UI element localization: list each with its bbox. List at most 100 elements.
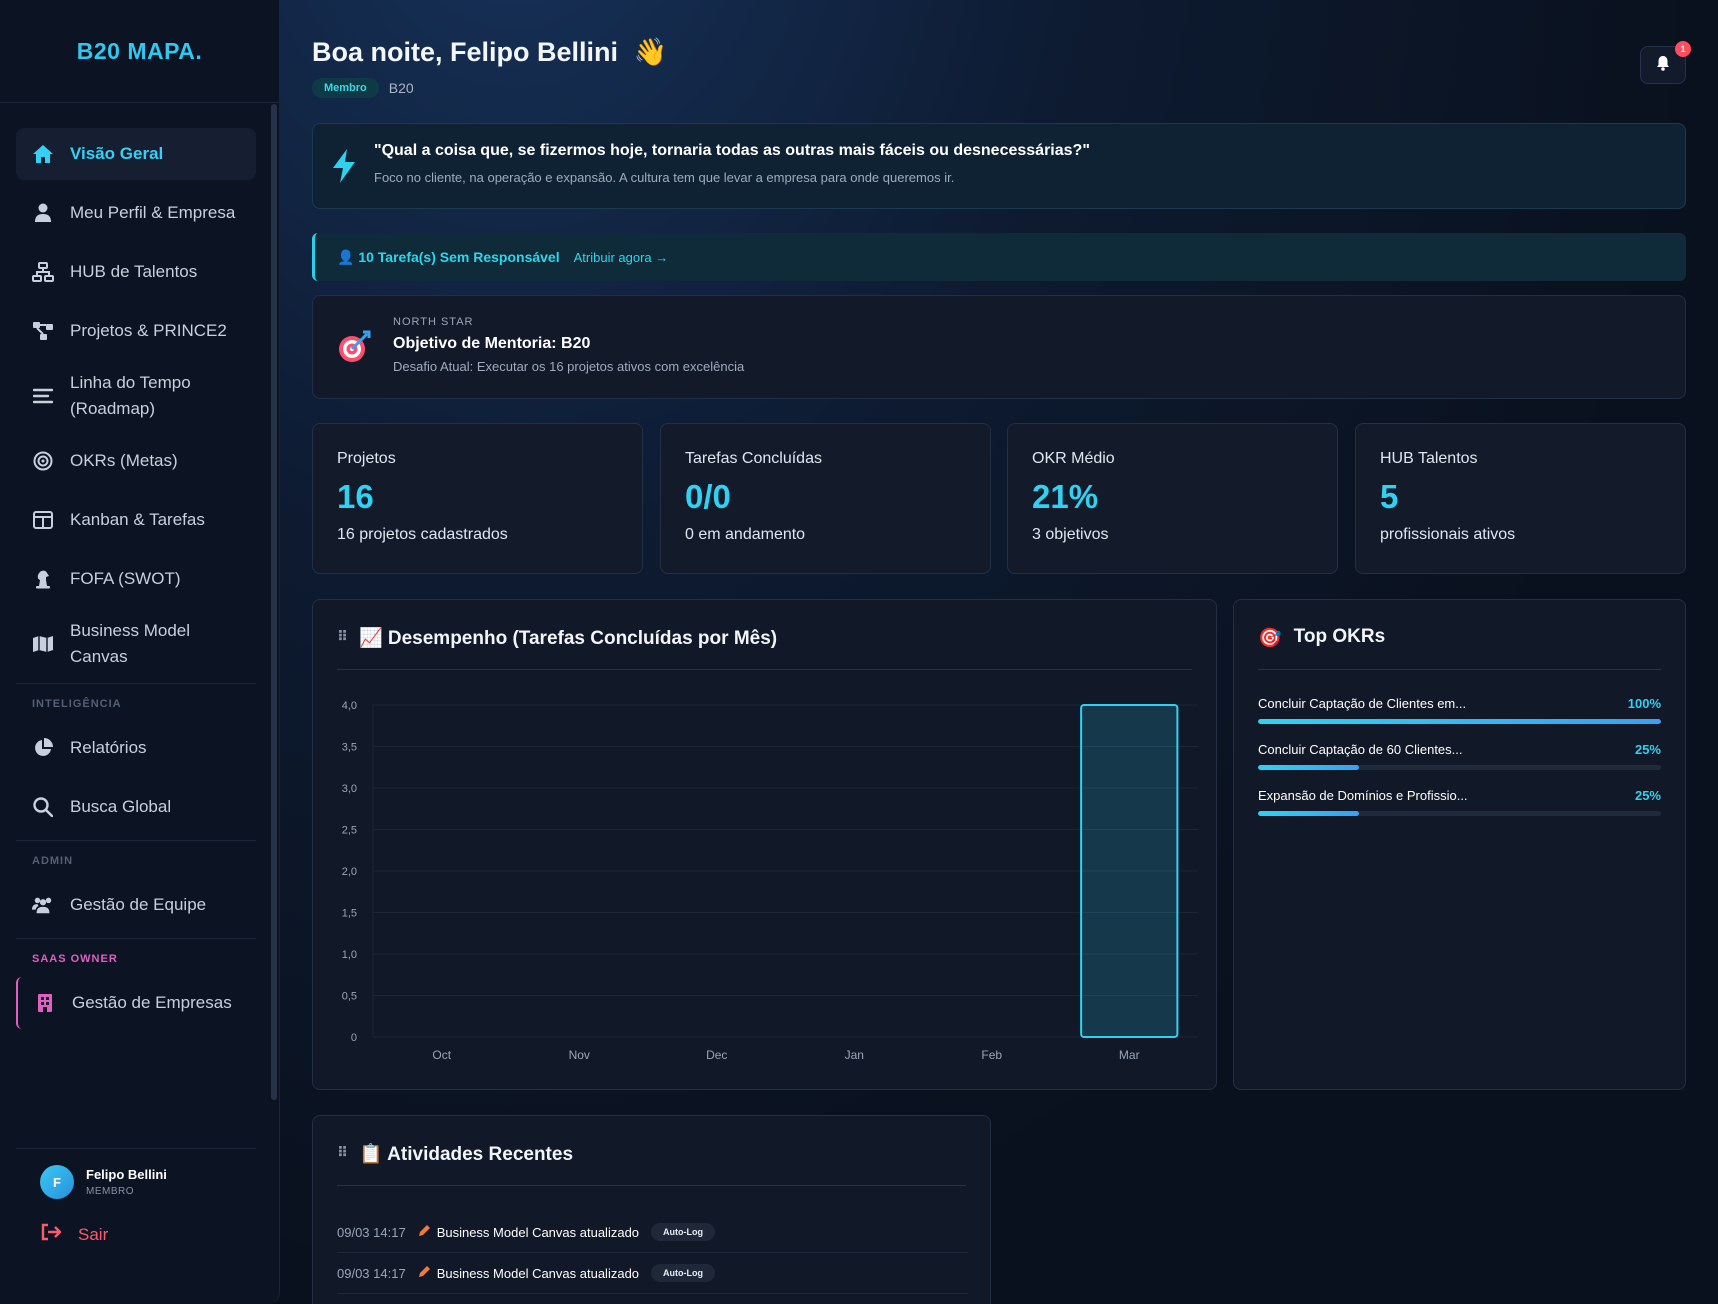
okr-label: Concluir Captação de Clientes em... [1258,696,1467,711]
card-header: 🎯 Top OKRs [1258,626,1661,670]
page-title: Boa noite, Felipo Bellini 👋 [312,36,667,68]
sidebar-item-label: Business Model Canvas [70,621,191,666]
activity-row[interactable]: 09/03 14:17 Business Model Canvas atualiz… [337,1253,968,1294]
sidebar-item-label: FOFA (SWOT) [70,569,181,588]
user-icon: 👤 [337,248,355,265]
activity-description: Business Model Canvas atualizado [436,1265,640,1281]
okr-item[interactable]: Expansão de Domínios e Profissio... 25% [1258,788,1661,816]
sidebar-item-projetos[interactable]: Projetos & PRINCE2 [16,305,256,357]
activity-description: Business Model Canvas atualizado [436,1224,640,1240]
drag-handle-icon[interactable]: ⠿ [337,628,348,644]
user-box: F Felipo Bellini MEMBRO Sair [16,1148,256,1246]
bell-icon [1656,55,1670,76]
sidebar-item-label: Linha do Tempo (Roadmap) [70,373,191,418]
building-icon [34,992,56,1014]
okr-item[interactable]: Concluir Captação de 60 Clientes... 25% [1258,742,1661,770]
sidebar-item-label: Visão Geral [70,144,164,163]
activity-tag: Auto-Log [651,1264,716,1282]
sidebar-scrollbar[interactable] [271,104,277,1100]
quote-card: "Qual a coisa que, se fizermos hoje, tor… [312,123,1686,209]
north-star-title: Objetivo de Mentoria: B20 [393,335,591,352]
sidebar-item-empresas[interactable]: Gestão de Empresas [16,977,256,1029]
activity-card-title: 📋 Atividades Recentes [358,1144,574,1165]
sidebar-item-okrs[interactable]: OKRs (Metas) [16,435,256,487]
greeting-text: Boa noite, Felipo Bellini [312,37,619,67]
logout-button[interactable]: Sair [40,1223,232,1246]
sidebar-item-label: Meu Perfil & Empresa [70,203,236,222]
okr-progress-fill [1258,811,1359,816]
sidebar-item-roadmap[interactable]: Linha do Tempo (Roadmap) [16,364,256,428]
y-tick-label: 0 [351,1032,357,1044]
okr-item[interactable]: Concluir Captação de Clientes em... 100% [1258,696,1661,724]
alert-title: 👤 10 Tarefa(s) Sem Responsável [337,248,560,265]
stat-value: 16 [337,478,374,515]
okr-label: Concluir Captação de 60 Clientes... [1258,742,1463,757]
sidebar-item-kanban[interactable]: Kanban & Tarefas [16,494,256,546]
logout-label: Sair [78,1224,109,1244]
y-tick-label: 4,0 [342,700,357,712]
logout-icon [40,1223,62,1246]
sidebar-item-busca[interactable]: Busca Global [16,781,256,833]
pencil-icon [418,1224,431,1240]
y-tick-label: 1,5 [342,908,357,920]
okr-list: Concluir Captação de Clientes em... 100% C… [1258,696,1661,834]
okr-progress-fill [1258,765,1359,770]
stat-value: 5 [1380,478,1399,515]
drag-handle-icon[interactable]: ⠿ [337,1144,348,1160]
card-header: ⠿ 📈 Desempenho (Tarefas Concluídas por M… [337,626,1192,670]
activity-list: 09/03 14:17 Business Model Canvas atualiz… [337,1212,968,1294]
activity-text: Business Model Canvas atualizado [418,1224,639,1240]
lines-icon [32,385,54,407]
sidebar-item-label: Projetos & PRINCE2 [70,321,227,340]
brand-logo[interactable]: B20 MAPA. [0,0,279,103]
north-star-desc: Desafio Atual: Executar os 16 projetos a… [393,359,745,374]
stat-card-hub[interactable]: HUB Talentos 5 profissionais ativos [1355,423,1686,574]
sidebar-item-canvas[interactable]: Business Model Canvas [16,612,256,676]
x-tick-label: Mar [1119,1048,1140,1062]
nav-section-admin: ADMIN [16,840,256,879]
role-row: Membro B20 [312,78,414,98]
activity-text: Business Model Canvas atualizado [418,1265,639,1281]
sidebar-item-equipe[interactable]: Gestão de Equipe [16,879,256,931]
okr-row: Concluir Captação de Clientes em... 100% [1258,696,1661,711]
activity-tag: Auto-Log [651,1223,716,1241]
unassigned-tasks-alert: 👤 10 Tarefa(s) Sem Responsável Atribuir … [312,233,1686,281]
assign-now-link[interactable]: Atribuir agora → [573,249,669,265]
okr-card-title: Top OKRs [1293,626,1386,647]
stat-card-tarefas[interactable]: Tarefas Concluídas 0/0 0 em andamento [660,423,991,574]
activity-row[interactable]: 09/03 14:17 Business Model Canvas atualiz… [337,1212,968,1253]
sidebar-item-perfil[interactable]: Meu Perfil & Empresa [16,187,256,239]
user-role: MEMBRO [86,1186,134,1197]
okr-progress-fill [1258,719,1661,724]
okr-percent: 25% [1634,742,1661,757]
pencil-icon [418,1265,431,1281]
sidebar: B20 MAPA. Visão Geral Meu Perfil & Empre… [0,0,280,1304]
okr-percent: 100% [1627,696,1661,711]
activity-time: 09/03 14:17 [337,1224,406,1240]
stat-sub: 0 em andamento [685,526,806,543]
notification-count: 1 [1675,41,1691,57]
notifications-button[interactable]: 1 [1640,41,1691,84]
sidebar-item-swot[interactable]: FOFA (SWOT) [16,553,256,605]
bar-chart: 0 0,5 1,0 1,5 2,0 2,5 3,0 3,5 4,0 Oct Nov Dec Jan Feb… [342,700,1198,1062]
user-profile[interactable]: F Felipo Bellini MEMBRO [40,1165,232,1199]
stat-card-okr[interactable]: OKR Médio 21% 3 objetivos [1007,423,1338,574]
sidebar-item-label: Gestão de Equipe [70,895,207,914]
quote-subtext: Foco no cliente, na operação e expansão.… [374,170,955,185]
dart-target-icon: 🎯 [1258,628,1282,649]
okr-progress-track [1258,811,1661,816]
sidebar-item-relatorios[interactable]: Relatórios [16,722,256,774]
bar-mar [1080,704,1179,1038]
sidebar-item-visao-geral[interactable]: Visão Geral [16,128,256,180]
sidebar-item-hub[interactable]: HUB de Talentos [16,246,256,298]
pie-icon [32,737,54,759]
nav-section-inteligencia: INTELIGÊNCIA [16,683,256,722]
search-icon [32,796,54,818]
team-icon [32,894,54,916]
home-icon [32,143,54,165]
stat-card-projetos[interactable]: Projetos 16 16 projetos cadastrados [312,423,643,574]
okr-progress-track [1258,719,1661,724]
waving-hand-icon: 👋 [633,37,668,67]
kanban-icon [32,509,54,531]
sidebar-item-label: Kanban & Tarefas [70,510,205,529]
